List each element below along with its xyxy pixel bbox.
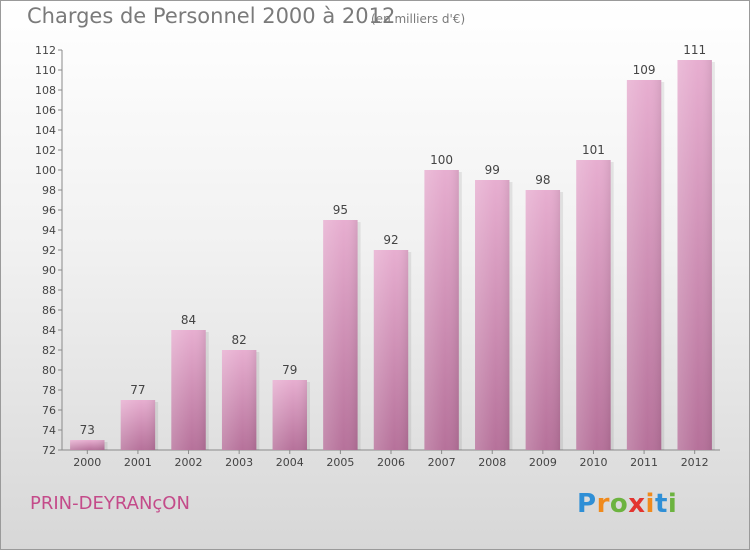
data-label: 99 <box>485 163 500 177</box>
y-tick-label: 78 <box>42 384 56 397</box>
y-tick-label: 110 <box>35 64 56 77</box>
x-tick-label: 2001 <box>124 456 152 469</box>
y-tick-label: 84 <box>42 324 56 337</box>
data-label: 82 <box>232 333 247 347</box>
data-label: 101 <box>582 143 605 157</box>
bar-shade <box>626 80 662 450</box>
x-tick-label: 2006 <box>377 456 405 469</box>
x-tick-label: 2010 <box>579 456 607 469</box>
data-label: 95 <box>333 203 348 217</box>
data-label: 100 <box>430 153 453 167</box>
data-label: 79 <box>282 363 297 377</box>
brand-letter: r <box>596 489 610 519</box>
bar-shade <box>576 160 611 450</box>
bar-shade <box>221 350 257 450</box>
chart-title: Charges de Personnel 2000 à 2012 <box>27 4 396 28</box>
y-tick-label: 98 <box>42 184 56 197</box>
x-tick-label: 2007 <box>428 456 456 469</box>
commune-name: PRIN-DEYRANçON <box>30 493 190 514</box>
y-tick-label: 106 <box>35 104 56 117</box>
y-tick-label: 108 <box>35 84 56 97</box>
x-tick-label: 2008 <box>478 456 506 469</box>
brand-letter: t <box>654 489 668 519</box>
bar-shade <box>677 60 712 450</box>
data-label: 77 <box>130 383 145 397</box>
y-tick-label: 92 <box>42 244 56 257</box>
data-label: 111 <box>683 43 706 57</box>
data-label: 73 <box>80 423 95 437</box>
x-tick-label: 2005 <box>326 456 354 469</box>
y-tick-label: 90 <box>42 264 56 277</box>
bar-shade <box>373 250 409 450</box>
bar-shade <box>475 180 510 450</box>
bar-shade <box>120 400 156 450</box>
bar-shade <box>323 220 358 450</box>
data-label: 109 <box>633 63 656 77</box>
y-tick-label: 96 <box>42 204 56 217</box>
bar-shade <box>70 440 105 450</box>
y-tick-label: 80 <box>42 364 56 377</box>
x-tick-label: 2009 <box>529 456 557 469</box>
y-tick-label: 112 <box>35 44 56 57</box>
labels-group: 73 2000 77 2001 84 2002 82 2003 79 2004 95 2005 92 20… <box>73 43 708 469</box>
x-tick-label: 2000 <box>73 456 101 469</box>
y-tick-label: 102 <box>35 144 56 157</box>
bars-group <box>70 60 715 450</box>
x-tick-label: 2004 <box>276 456 304 469</box>
y-tick-label: 104 <box>35 124 56 137</box>
y-tick-label: 76 <box>42 404 56 417</box>
x-tick-label: 2002 <box>175 456 203 469</box>
y-tick-label: 82 <box>42 344 56 357</box>
y-tick-label: 86 <box>42 304 56 317</box>
bar-shade <box>272 380 307 450</box>
data-label: 98 <box>535 173 550 187</box>
chart-subtitle: (en milliers d'€) <box>371 12 466 26</box>
brand-letter: o <box>609 489 629 519</box>
data-label: 84 <box>181 313 196 327</box>
bar-shade <box>171 330 206 450</box>
brand-letter: i <box>645 489 655 519</box>
data-label: 92 <box>383 233 398 247</box>
y-tick-label: 100 <box>35 164 56 177</box>
brand-letter: i <box>667 489 678 519</box>
brand-logo: Proxiti <box>577 489 677 519</box>
y-tick-label: 94 <box>42 224 56 237</box>
x-tick-label: 2003 <box>225 456 253 469</box>
brand-letter: x <box>628 489 646 519</box>
x-tick-label: 2011 <box>630 456 658 469</box>
bar-shade <box>424 170 459 450</box>
bar-shade <box>525 190 561 450</box>
y-tick-label: 72 <box>42 444 56 457</box>
brand-letter: P <box>577 489 597 519</box>
x-tick-label: 2012 <box>681 456 709 469</box>
y-tick-label: 88 <box>42 284 56 297</box>
y-tick-label: 74 <box>42 424 56 437</box>
